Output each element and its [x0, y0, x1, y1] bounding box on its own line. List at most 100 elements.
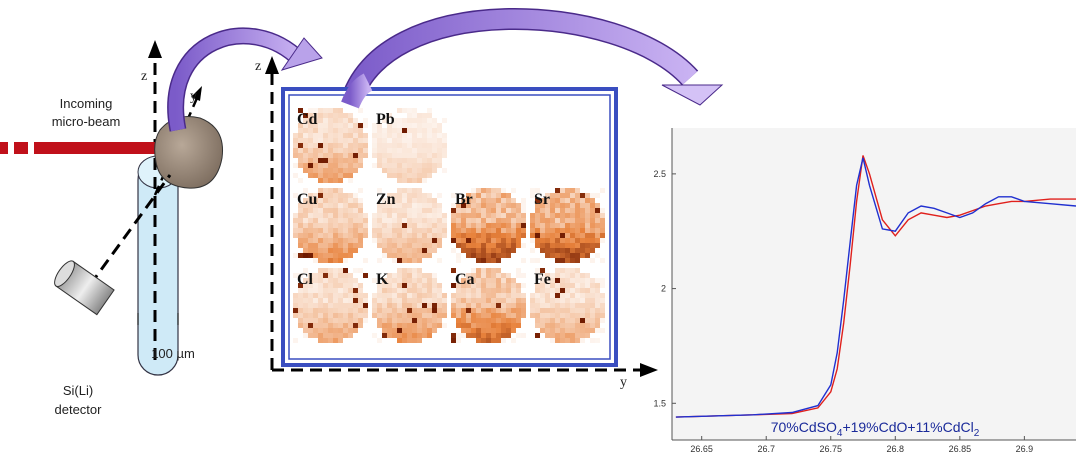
map-pixel [382, 238, 387, 243]
map-pixel [432, 233, 437, 238]
map-pixel [323, 238, 328, 243]
map-pixel [501, 203, 506, 208]
map-pixel [298, 158, 303, 163]
map-pixel [358, 308, 363, 313]
map-pixel [343, 163, 348, 168]
map-pixel [600, 313, 605, 318]
map-pixel [313, 213, 318, 218]
map-pixel [303, 233, 308, 238]
map-pixel [417, 223, 422, 228]
map-pixel [590, 293, 595, 298]
map-pixel [402, 108, 407, 113]
map-pixel [343, 258, 348, 263]
x-tick-label: 26.85 [949, 444, 972, 454]
map-pixel [491, 253, 496, 258]
map-pixel [392, 253, 397, 258]
map-pixel [333, 318, 338, 323]
map-pixel [343, 203, 348, 208]
map-pixel [407, 188, 412, 193]
map-pixel [481, 298, 486, 303]
map-pixel [461, 323, 466, 328]
map-pixel [590, 238, 595, 243]
map-pixel [590, 318, 595, 323]
map-pixel [442, 213, 447, 218]
map-pixel [565, 333, 570, 338]
map-pixel [486, 318, 491, 323]
map-pixel [323, 328, 328, 333]
map-pixel [397, 163, 402, 168]
map-pixel [402, 193, 407, 198]
map-pixel [333, 208, 338, 213]
map-pixel [600, 223, 605, 228]
map-pixel [555, 228, 560, 233]
map-pixel [422, 123, 427, 128]
map-pixel [580, 328, 585, 333]
map-pixel [298, 298, 303, 303]
map-pixel [338, 193, 343, 198]
map-pixel [560, 243, 565, 248]
map-pixel [496, 333, 501, 338]
map-pixel [422, 323, 427, 328]
map-pixel [323, 188, 328, 193]
map-pixel [521, 223, 526, 228]
map-pixel [338, 338, 343, 343]
map-pixel [550, 313, 555, 318]
map-pixel [595, 283, 600, 288]
map-pixel [353, 153, 358, 158]
map-pixel [422, 233, 427, 238]
map-pixel [382, 323, 387, 328]
map-pixel [565, 238, 570, 243]
y-tick-label: 2.5 [653, 169, 666, 179]
map-pixel [486, 213, 491, 218]
map-pixel [363, 133, 368, 138]
map-pixel [387, 133, 392, 138]
map-pixel [575, 323, 580, 328]
map-pixel [545, 298, 550, 303]
map-pixel [333, 108, 338, 113]
map-pixel [303, 303, 308, 308]
map-pixel [338, 108, 343, 113]
map-pixel [407, 163, 412, 168]
map-pixel [595, 213, 600, 218]
map-pixel [560, 253, 565, 258]
map-pixel [407, 133, 412, 138]
map-pixel [595, 298, 600, 303]
map-pixel [338, 313, 343, 318]
element-label: Cu [297, 191, 318, 208]
map-pixel [323, 223, 328, 228]
map-pixel [313, 208, 318, 213]
map-pixel [595, 218, 600, 223]
map-pixel [590, 338, 595, 343]
map-pixel [437, 233, 442, 238]
map-pixel [555, 333, 560, 338]
map-pixel [348, 233, 353, 238]
map-pixel [387, 148, 392, 153]
map-pixel [412, 278, 417, 283]
map-pixel [407, 208, 412, 213]
map-pixel [407, 228, 412, 233]
map-pixel [308, 248, 313, 253]
map-pixel [353, 118, 358, 123]
map-pixel [293, 163, 298, 168]
map-pixel [427, 198, 432, 203]
map-pixel [550, 333, 555, 338]
map-pixel [328, 308, 333, 313]
map-pixel [363, 318, 368, 323]
map-pixel [550, 198, 555, 203]
map-pixel [387, 288, 392, 293]
map-pixel [407, 293, 412, 298]
map-pixel [481, 198, 486, 203]
map-pixel [486, 223, 491, 228]
map-pixel [348, 283, 353, 288]
map-pixel [333, 283, 338, 288]
map-pixel [338, 298, 343, 303]
map-pixel [432, 298, 437, 303]
map-pixel [358, 148, 363, 153]
map-pixel [402, 298, 407, 303]
map-pixel [348, 123, 353, 128]
map-pixel [392, 258, 397, 263]
map-pixel [407, 138, 412, 143]
map-pixel [422, 118, 427, 123]
map-pixel [392, 173, 397, 178]
map-pixel [481, 228, 486, 233]
